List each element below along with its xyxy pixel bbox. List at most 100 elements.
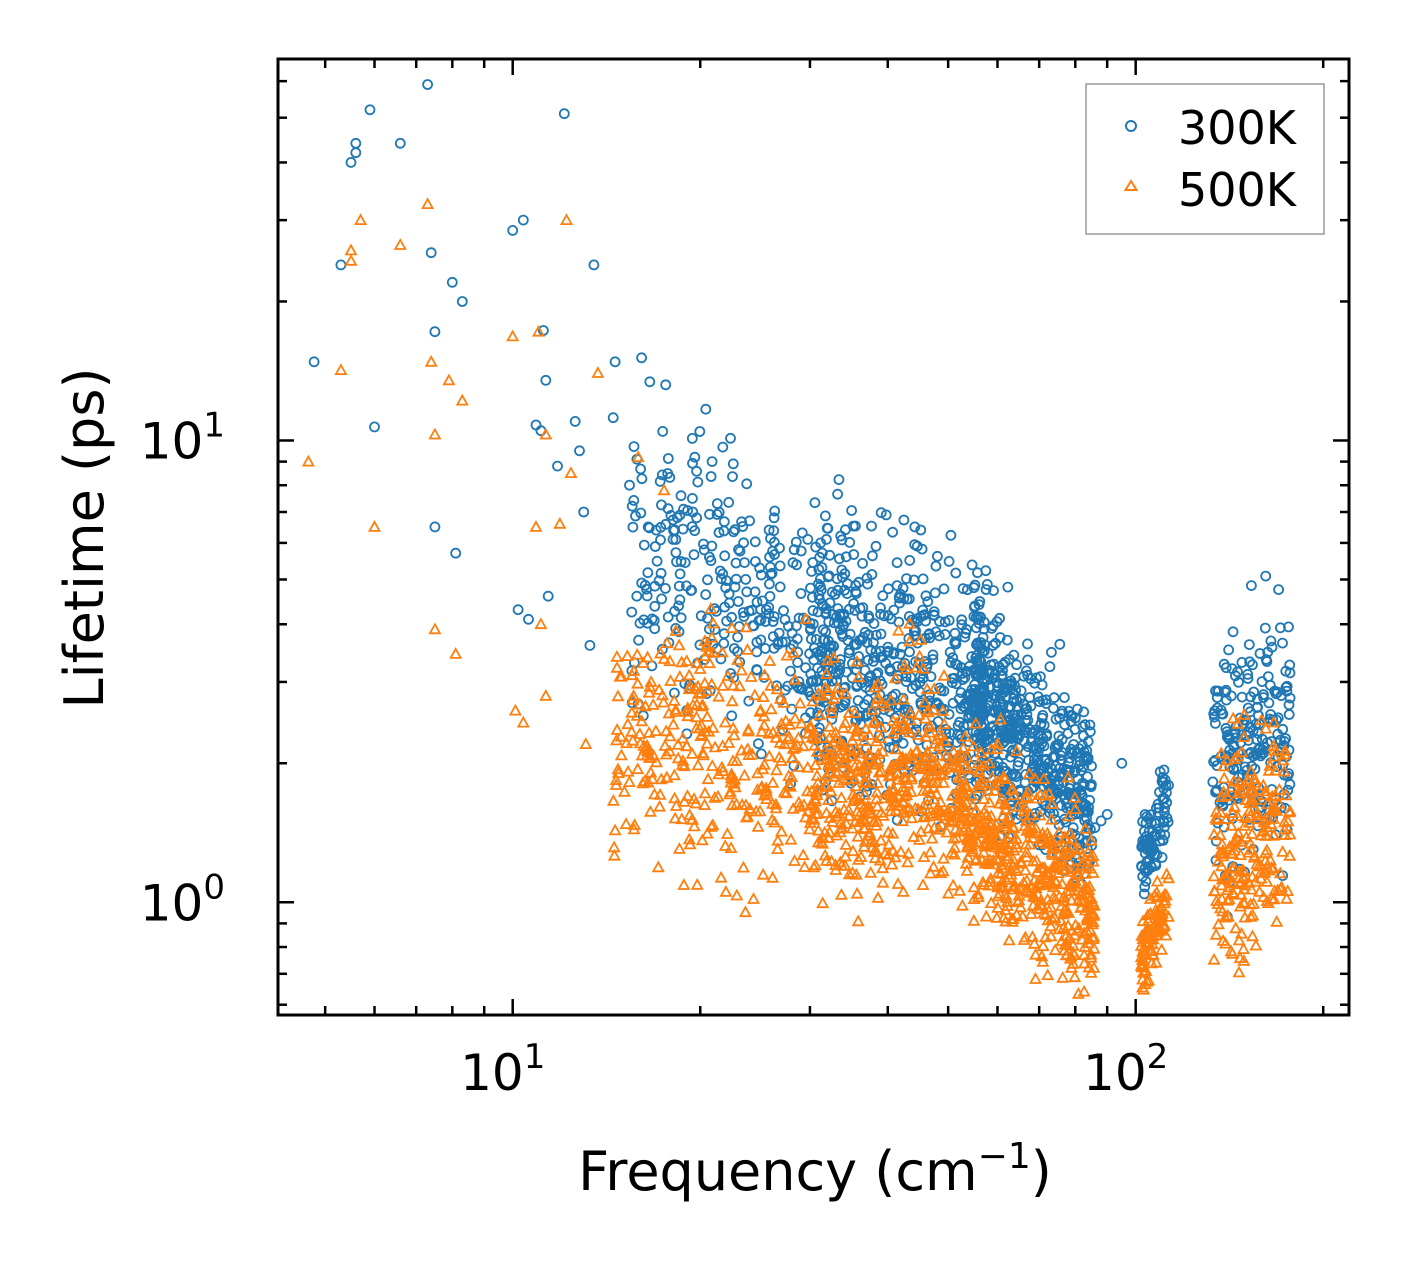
point-300K: [778, 605, 789, 617]
point-500K: [631, 762, 645, 775]
point-500K: [1232, 933, 1246, 946]
legend: 300K 500K: [1085, 83, 1325, 235]
point-500K: [969, 852, 983, 864]
point-300K: [1037, 733, 1049, 744]
point-300K: [523, 613, 534, 625]
point-300K: [1223, 644, 1234, 656]
point-300K: [915, 611, 927, 622]
point-300K: [806, 633, 817, 645]
point-300K: [1236, 657, 1248, 668]
point-300K: [656, 469, 668, 481]
point-500K: [1087, 961, 1101, 973]
point-300K: [870, 540, 882, 552]
point-500K: [908, 801, 922, 814]
point-300K: [1260, 654, 1272, 665]
point-500K: [927, 702, 941, 715]
point-300K: [891, 701, 902, 713]
point-300K: [673, 626, 685, 638]
point-500K: [769, 763, 784, 776]
point-300K: [1046, 646, 1057, 658]
point-300K: [971, 639, 982, 651]
point-500K: [1084, 833, 1098, 846]
point-300K: [807, 557, 819, 568]
point-300K: [574, 445, 585, 457]
point-500K: [824, 784, 838, 797]
point-500K: [990, 837, 1004, 850]
point-300K: [730, 573, 742, 585]
point-500K: [1237, 954, 1251, 966]
point-300K: [1284, 778, 1296, 790]
point-500K: [885, 857, 899, 870]
point-300K: [671, 512, 683, 523]
point-500K: [1029, 947, 1043, 960]
point-500K: [748, 688, 762, 701]
x-tick-label: 102: [1083, 1037, 1168, 1102]
point-500K: [626, 733, 640, 746]
point-500K: [1144, 931, 1158, 944]
point-300K: [641, 590, 653, 602]
point-500K: [762, 726, 776, 739]
point-300K: [861, 572, 873, 584]
point-300K: [1081, 812, 1092, 824]
point-500K: [834, 815, 848, 828]
point-300K: [1283, 768, 1294, 779]
legend-marker-500K: [1123, 179, 1139, 191]
point-500K: [643, 804, 657, 817]
point-500K: [1207, 952, 1221, 965]
point-300K: [860, 710, 872, 722]
point-300K: [837, 621, 849, 632]
point-500K: [715, 645, 729, 658]
point-500K: [896, 750, 910, 763]
point-500K: [712, 689, 726, 702]
point-300K: [902, 704, 914, 716]
point-500K: [739, 620, 753, 633]
point-500K: [644, 675, 658, 687]
point-300K: [859, 665, 871, 676]
point-300K: [901, 573, 912, 584]
point-500K: [832, 747, 846, 759]
point-300K: [829, 588, 841, 600]
point-500K: [1215, 878, 1229, 891]
point-500K: [721, 669, 735, 681]
point-500K: [959, 789, 973, 801]
point-500K: [956, 783, 970, 795]
point-500K: [969, 803, 983, 816]
point-300K: [910, 625, 921, 637]
point-500K: [698, 724, 712, 737]
point-300K: [1003, 721, 1014, 733]
point-500K: [859, 756, 873, 769]
point-300K: [715, 573, 727, 585]
point-500K: [999, 798, 1013, 810]
point-500K: [1136, 914, 1150, 927]
point-500K: [688, 681, 702, 694]
data-points: [301, 79, 1297, 999]
point-300K: [1001, 634, 1013, 646]
x-axis-label-exponent: −1: [978, 1136, 1031, 1177]
point-500K: [960, 750, 974, 763]
point-500K: [903, 713, 918, 726]
point-500K: [1048, 911, 1062, 923]
point-500K: [871, 677, 885, 689]
point-500K: [1211, 917, 1225, 930]
point-500K: [868, 851, 882, 864]
point-500K: [1014, 900, 1028, 913]
point-500K: [792, 760, 806, 772]
point-500K: [633, 727, 647, 739]
point-500K: [1034, 871, 1048, 884]
point-500K: [1224, 944, 1238, 957]
point-500K: [891, 623, 906, 636]
point-500K: [863, 806, 877, 818]
point-500K: [1029, 821, 1043, 834]
point-500K: [910, 743, 924, 756]
point-500K: [950, 830, 964, 843]
point-500K: [928, 736, 942, 749]
point-500K: [920, 682, 934, 695]
point-500K: [785, 751, 799, 764]
point-300K: [749, 536, 761, 548]
point-500K: [1214, 805, 1228, 818]
point-500K: [1213, 846, 1227, 858]
point-300K: [1159, 802, 1171, 814]
point-300K: [655, 567, 667, 579]
point-300K: [1284, 692, 1296, 704]
point-500K: [638, 699, 652, 712]
